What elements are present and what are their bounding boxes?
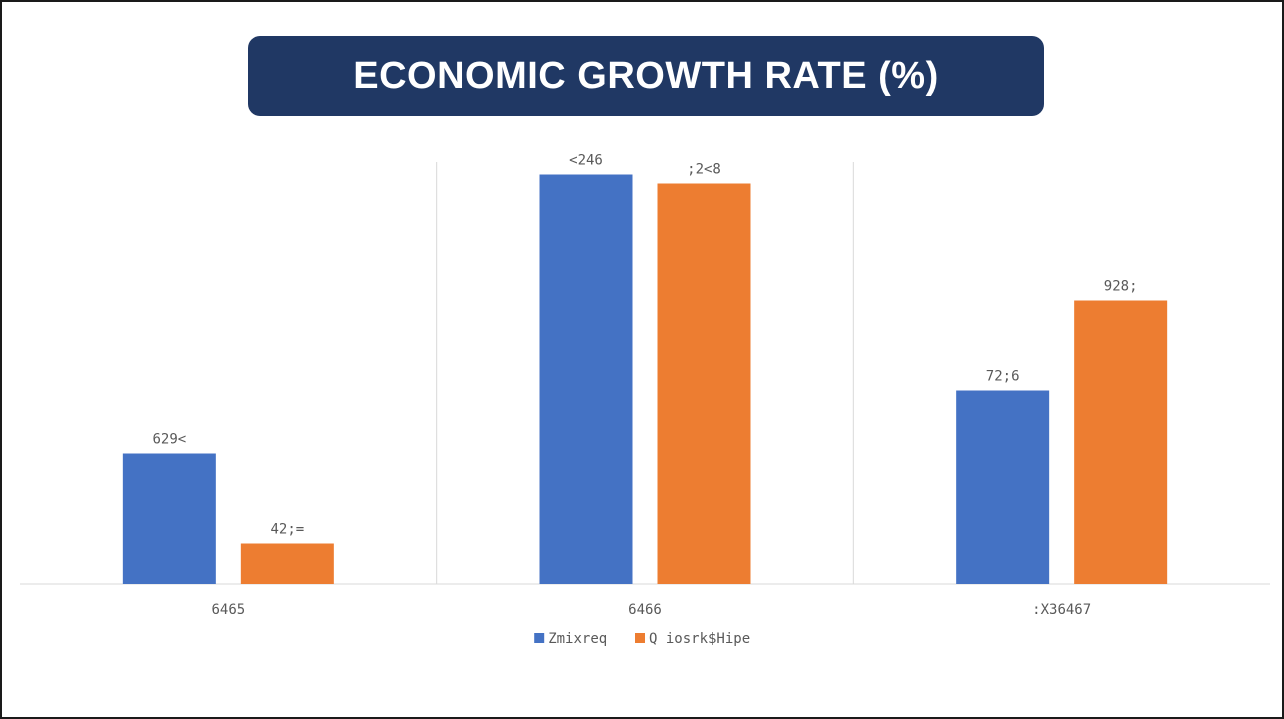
title-banner: ECONOMIC GROWTH RATE (%) xyxy=(248,36,1044,116)
legend-swatch xyxy=(534,633,545,643)
data-label: ;2<8 xyxy=(687,162,721,178)
bar-2-1 xyxy=(240,543,334,584)
legend-label: Zmixreq xyxy=(548,631,607,647)
data-label: 629< xyxy=(152,432,186,448)
bar-2-3 xyxy=(1074,300,1168,584)
data-label: 928; xyxy=(1104,279,1138,295)
chart-title: ECONOMIC GROWTH RATE (%) xyxy=(353,54,939,97)
bar-1-3 xyxy=(956,390,1050,584)
data-label: <246 xyxy=(569,153,603,169)
bar-1-2 xyxy=(539,174,633,584)
legend-swatch xyxy=(635,633,645,643)
bar-1-1 xyxy=(122,453,216,584)
plot-area: 629< 42;= 6465 <246 ;2<8 6466 72;6 928; :X36467 xyxy=(20,153,1270,618)
data-label: 42;= xyxy=(270,522,304,538)
bar-2-2 xyxy=(657,183,751,584)
data-label: 72;6 xyxy=(986,369,1020,385)
x-tick-label: :X36467 xyxy=(1032,602,1091,618)
x-tick-label: 6466 xyxy=(628,602,662,618)
legend-label: Q iosrk$Hipe xyxy=(649,631,750,647)
x-tick-label: 6465 xyxy=(211,602,245,618)
legend: Zmixreq Q iosrk$Hipe xyxy=(534,631,750,647)
